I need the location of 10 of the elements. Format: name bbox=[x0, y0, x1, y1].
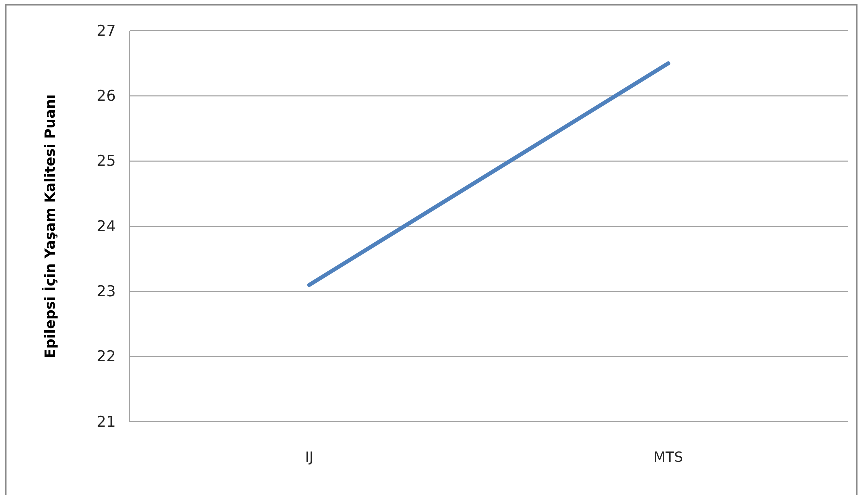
y-tick-label: 25 bbox=[96, 152, 116, 170]
y-tick-label: 23 bbox=[96, 282, 116, 300]
y-tick-label: 21 bbox=[96, 412, 116, 431]
y-tick-label: 26 bbox=[96, 86, 116, 105]
y-tick-label: 22 bbox=[96, 348, 116, 366]
y-axis-title: Epilepsi İçin Yaşam Kalitesi Puanı bbox=[42, 94, 59, 358]
y-tick-label: 24 bbox=[96, 217, 116, 236]
x-tick-label: IJ bbox=[305, 450, 314, 466]
x-tick-label: MTS bbox=[654, 450, 684, 466]
y-tick-label: 27 bbox=[96, 22, 116, 40]
